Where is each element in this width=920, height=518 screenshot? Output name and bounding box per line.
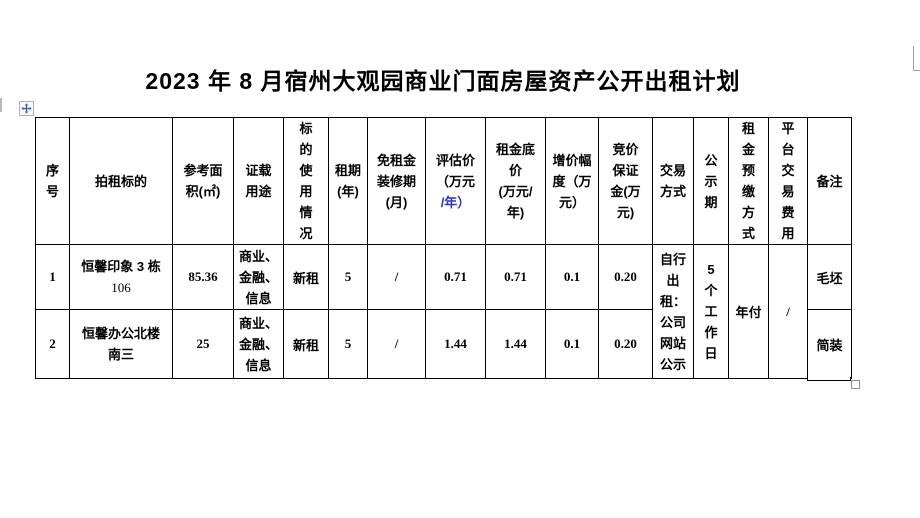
cell-certified-use[interactable]: 商业、 金融、 信息 [233,244,284,310]
cell-seq[interactable]: 2 [35,309,70,379]
cell-certified-use[interactable]: 商业、 金融、 信息 [233,309,284,379]
text-boundary-corner-mark [913,70,920,71]
col-header-platform-fee[interactable]: 平 台 交 易 费 用 [768,117,808,245]
col-header-certified-use[interactable]: 证载 用途 [233,117,284,245]
col-header-deposit[interactable]: 竞价 保证 金(万 元) [598,117,653,245]
cell-platform-fee[interactable]: / [768,244,808,379]
table-resize-handle[interactable] [851,380,860,389]
page-title: 2023 年 8 月宿州大观园商业门面房屋资产公开出租计划 [145,68,741,94]
cell-remark[interactable]: 毛坯 [807,244,852,310]
col-header-usage-status[interactable]: 标 的 使 用 情 况 [283,117,329,245]
table-move-handle[interactable] [19,101,34,116]
col-header-remark[interactable]: 备注 [807,117,852,245]
col-header-publicity-period[interactable]: 公 示 期 [693,117,729,245]
cell-increment[interactable]: 0.1 [545,309,599,379]
move-cross-icon [21,103,32,114]
cell-deposit[interactable]: 0.20 [598,309,653,379]
remark-column-bottom-extension [807,377,851,381]
cell-term[interactable]: 5 [328,309,368,379]
cell-publicity-period[interactable]: 5 个 工 作 日 [693,244,729,379]
col-header-trade-mode[interactable]: 交易 方式 [652,117,694,245]
table-row: 1 恒馨印象 3 栋 106 85.36 商业、 金融、 信息 新租 5 / 0… [35,244,852,379]
col-header-prepay-method[interactable]: 租 金 预 缴 方 式 [728,117,769,245]
rental-plan-table: 序 号 拍租标的 参考面 积(㎡) 证载 用途 标 的 使 用 情 况 [35,117,852,379]
cell-seq[interactable]: 1 [35,244,70,310]
col-header-floor-price[interactable]: 租金底 价 (万元/ 年) [485,117,546,245]
cell-subject[interactable]: 恒馨印象 3 栋 106 [69,244,173,310]
cell-floor-price[interactable]: 1.44 [485,309,546,379]
cell-rent-free[interactable]: / [367,309,426,379]
table-row: 2 恒馨办公北楼 南三 25 商业、 金融、 信息 新租 5 / 1.44 1.… [35,309,852,379]
cell-appraisal[interactable]: 1.44 [425,309,486,379]
col-header-area[interactable]: 参考面 积(㎡) [172,117,234,245]
cell-rent-free[interactable]: / [367,244,426,310]
cell-usage-status[interactable]: 新租 [283,309,329,379]
col-header-seq[interactable]: 序 号 [35,117,70,245]
col-header-increment[interactable]: 增价幅 度（万 元） [545,117,599,245]
cell-area[interactable]: 25 [172,309,234,379]
cell-increment[interactable]: 0.1 [545,244,599,310]
cell-usage-status[interactable]: 新租 [283,244,329,310]
table-header-row: 序 号 拍租标的 参考面 积(㎡) 证载 用途 标 的 使 用 情 况 [35,117,852,245]
cell-appraisal[interactable]: 0.71 [425,244,486,310]
col-header-rent-free-period[interactable]: 免租金 装修期 (月) [367,117,426,245]
page-edge-mark [0,98,2,112]
cell-remark[interactable]: 简装 [807,309,852,379]
cell-prepay-method[interactable]: 年付 [728,244,769,379]
cell-trade-mode[interactable]: 自行 出 租： 公司 网站 公示 [652,244,694,379]
text-boundary-corner-mark [913,46,914,71]
cell-floor-price[interactable]: 0.71 [485,244,546,310]
cell-term[interactable]: 5 [328,244,368,310]
cell-deposit[interactable]: 0.20 [598,244,653,310]
col-header-subject[interactable]: 拍租标的 [69,117,173,245]
col-header-appraisal-price[interactable]: 评估价 （万元 /年） [425,117,486,245]
cell-subject[interactable]: 恒馨办公北楼 南三 [69,309,173,379]
cell-area[interactable]: 85.36 [172,244,234,310]
col-header-term[interactable]: 租期 (年) [328,117,368,245]
